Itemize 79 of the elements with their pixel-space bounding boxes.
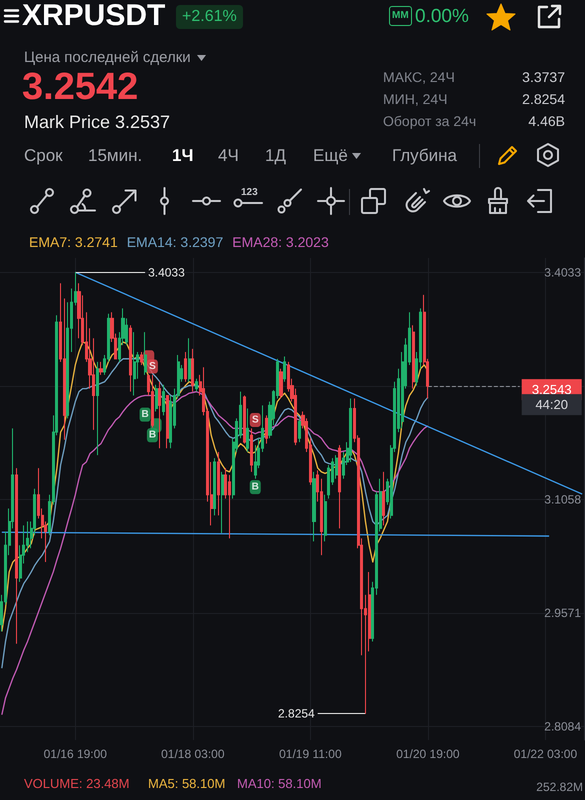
data-label: S bbox=[149, 360, 156, 372]
text: EMA7: 3.2741 bbox=[29, 234, 118, 250]
candlestick bbox=[324, 494, 327, 542]
text: 0.00% bbox=[415, 5, 469, 29]
data-label: B bbox=[141, 409, 149, 420]
candlestick bbox=[99, 361, 103, 376]
candlestick bbox=[221, 471, 224, 534]
text: XRPUSDT bbox=[22, 0, 166, 34]
text: Оборот за 24ч bbox=[383, 112, 476, 130]
candlestick bbox=[162, 384, 165, 416]
candlestick bbox=[151, 374, 154, 428]
text: Глубина bbox=[392, 144, 457, 166]
text: MA10: 58.10M bbox=[237, 776, 322, 792]
candlestick bbox=[243, 394, 246, 444]
x-tick-label: 01/19 11:00 bbox=[279, 747, 342, 761]
x-tick-label: 01/16 19:00 bbox=[44, 747, 108, 761]
candlestick bbox=[312, 471, 316, 542]
text: 3.3737 bbox=[522, 68, 565, 86]
text: MM bbox=[389, 6, 412, 26]
text: Цена последней сделки bbox=[24, 48, 191, 66]
text: 123 bbox=[241, 186, 258, 198]
candlestick bbox=[166, 394, 169, 449]
candlestick bbox=[349, 398, 352, 462]
candlestick bbox=[195, 378, 198, 392]
text: MA5: 58.10M bbox=[148, 776, 226, 792]
text: Срок bbox=[24, 144, 63, 166]
y-tick-label: 3.4033 bbox=[544, 265, 582, 280]
ref-line-label: 2.8254 bbox=[278, 706, 316, 721]
data-label: B bbox=[252, 482, 259, 493]
x-tick-label: 01/18 03:00 bbox=[161, 747, 225, 761]
candlestick bbox=[144, 332, 147, 376]
text: 252.82M bbox=[536, 780, 583, 794]
candlestick bbox=[129, 324, 132, 392]
text: 4.46B bbox=[528, 112, 565, 130]
candlestick bbox=[140, 351, 143, 366]
ref-line-label: 3.2543 bbox=[532, 382, 572, 398]
line-series bbox=[1, 341, 429, 632]
candlestick bbox=[412, 324, 415, 390]
candlestick bbox=[158, 381, 161, 449]
x-tick-label: 01/20 19:00 bbox=[396, 747, 460, 761]
text: 3.2542 bbox=[22, 66, 138, 108]
ref-line-label: 3.4033 bbox=[148, 265, 186, 280]
candlestick bbox=[184, 351, 187, 382]
candlestick bbox=[96, 361, 99, 456]
text: 4Ч bbox=[218, 144, 239, 166]
text: VOLUME: 23.48M bbox=[24, 776, 130, 792]
candlestick bbox=[283, 356, 286, 382]
annotation: 44:20 bbox=[535, 397, 568, 412]
y-tick-label: 3.1058 bbox=[544, 492, 582, 507]
candlestick bbox=[217, 452, 220, 516]
candlestick bbox=[279, 368, 283, 400]
candlestick bbox=[15, 468, 18, 644]
y-tick-label: 2.8084 bbox=[544, 720, 582, 734]
text: МИН, 24Ч bbox=[383, 90, 448, 108]
text: +2.61% bbox=[176, 5, 243, 29]
text: EMA28: 3.2023 bbox=[232, 234, 329, 250]
candlestick bbox=[188, 338, 191, 382]
text: Ещё bbox=[313, 144, 348, 166]
data-label: B bbox=[148, 430, 156, 441]
candlestick bbox=[298, 418, 301, 443]
text: Mark Price 3.2537 bbox=[24, 110, 170, 134]
candlestick bbox=[213, 458, 216, 516]
candlestick bbox=[246, 408, 249, 453]
text: 1Д bbox=[265, 144, 286, 166]
text: EMA14: 3.2397 bbox=[126, 234, 224, 250]
text: 2.8254 bbox=[522, 90, 565, 108]
candlestick bbox=[155, 384, 158, 412]
y-tick-label: 2.9571 bbox=[544, 606, 582, 620]
text: МАКС, 24Ч bbox=[383, 68, 455, 86]
candlestick bbox=[133, 332, 136, 396]
candlestick bbox=[338, 444, 341, 529]
x-tick-label: 01/22 03:00 bbox=[514, 747, 578, 761]
text: 1Ч bbox=[172, 144, 194, 166]
text: 15мин. bbox=[88, 144, 142, 166]
data-label: S bbox=[252, 414, 259, 426]
candlestick bbox=[265, 414, 268, 444]
candlestick bbox=[382, 471, 385, 526]
candlestick bbox=[250, 428, 253, 472]
candlestick bbox=[191, 348, 194, 392]
